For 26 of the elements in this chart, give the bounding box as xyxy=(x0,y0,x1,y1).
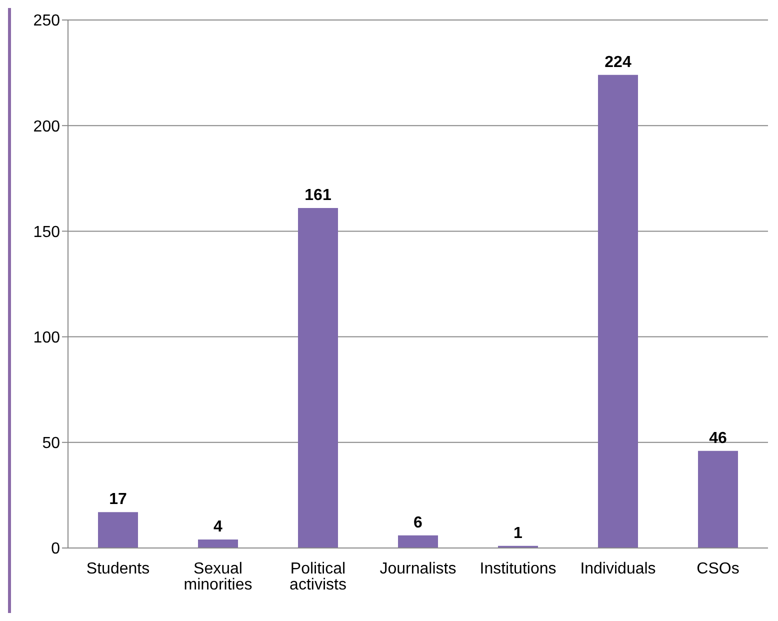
data-label: 1 xyxy=(514,524,523,542)
bar xyxy=(298,208,338,548)
y-tick-label: 50 xyxy=(42,435,60,452)
y-tick-label: 250 xyxy=(33,12,60,30)
y-tick-label: 150 xyxy=(33,224,60,241)
y-tick-label: 100 xyxy=(33,329,60,346)
x-tick-label: Journalists xyxy=(380,560,456,578)
x-tick-label: Sexual minorities xyxy=(184,560,252,594)
data-label: 46 xyxy=(709,430,727,447)
x-tick-label: Students xyxy=(86,560,150,578)
x-tick-label: Political activists xyxy=(290,560,346,594)
y-tick-label: 0 xyxy=(51,540,60,558)
x-tick-label: Individuals xyxy=(580,560,656,578)
x-tick-label: Institutions xyxy=(480,560,556,578)
data-label: 161 xyxy=(304,186,332,204)
y-tick-label: 200 xyxy=(33,118,60,136)
bar xyxy=(398,535,438,548)
bar xyxy=(698,450,738,548)
bar xyxy=(98,512,138,548)
data-label: 17 xyxy=(109,491,127,508)
data-label: 224 xyxy=(604,54,632,71)
data-label: 6 xyxy=(414,514,423,532)
data-label: 4 xyxy=(214,518,223,536)
x-tick-label: CSOs xyxy=(696,560,740,578)
bar xyxy=(598,74,638,548)
bar xyxy=(198,540,238,548)
